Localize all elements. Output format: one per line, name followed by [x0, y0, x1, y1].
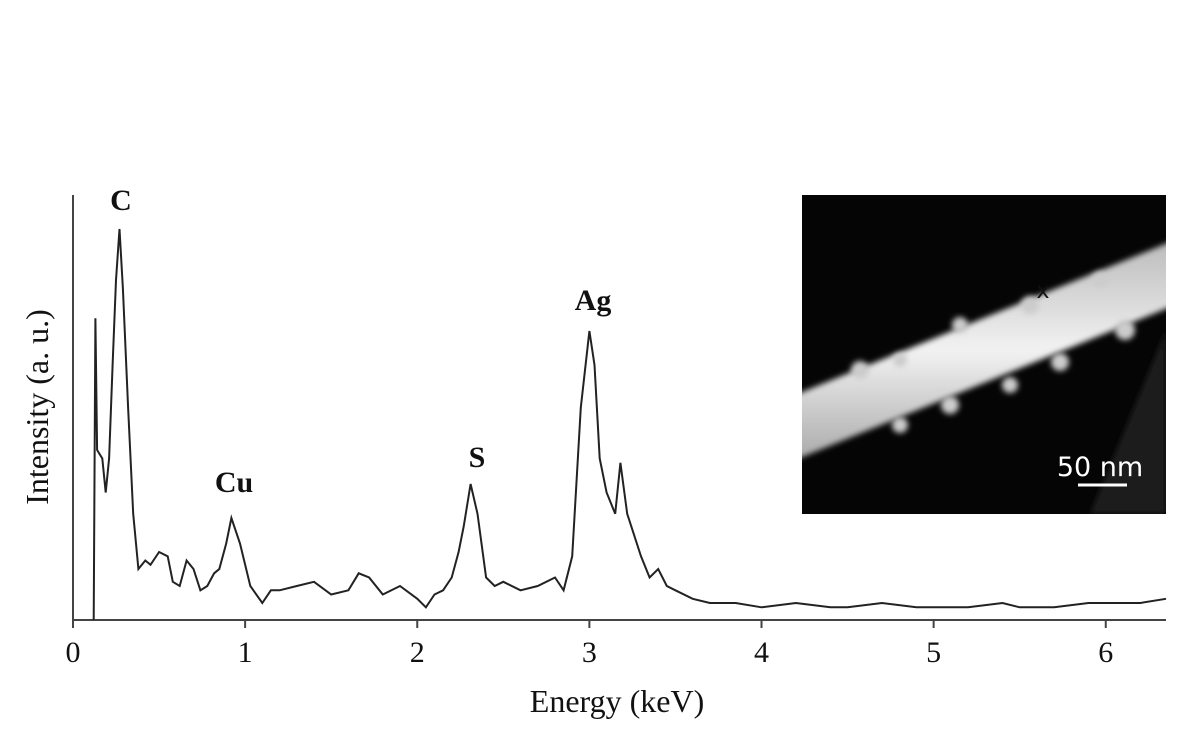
inset-shadow [1090, 330, 1166, 514]
peak-label: Cu [215, 466, 253, 499]
x-tick-label: 5 [926, 636, 941, 669]
inset-marker: x [1036, 279, 1049, 304]
x-axis-label: Energy (keV) [530, 683, 704, 719]
y-axis-label: Intensity (a. u.) [19, 309, 55, 505]
peak-label: S [469, 441, 486, 474]
x-tick-label: 0 [66, 636, 81, 669]
x-tick-label: 3 [582, 636, 597, 669]
inset-wire [802, 243, 1166, 458]
x-tick-label: 1 [238, 636, 253, 669]
x-tick-label: 2 [410, 636, 425, 669]
x-tick-label: 6 [1098, 636, 1113, 669]
x-tick-label: 4 [754, 636, 769, 669]
peak-label: C [110, 184, 132, 217]
peak-label: Ag [575, 284, 612, 317]
inset-particles [851, 272, 1135, 433]
spectrum-line [92, 228, 1167, 621]
scale-bar-label: 50 nm [1057, 452, 1143, 483]
inset-image: x 50 nm [802, 195, 1166, 514]
